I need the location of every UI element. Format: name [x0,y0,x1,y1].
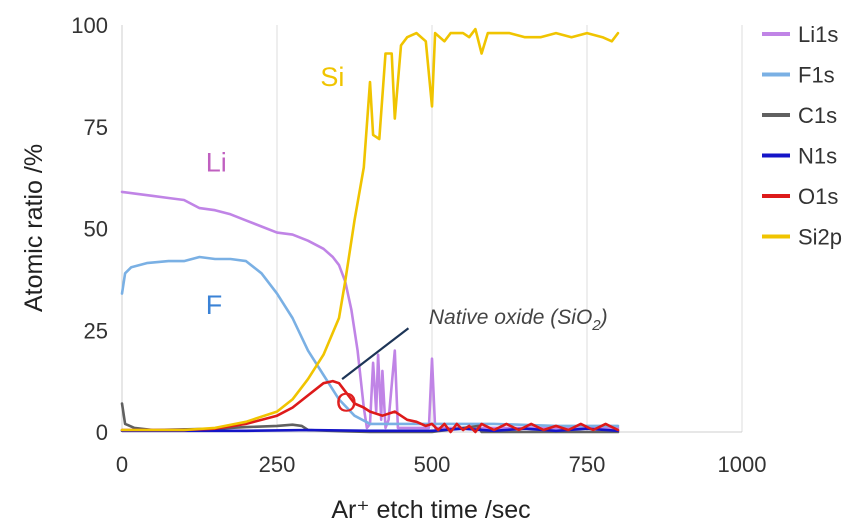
legend-label-li1s: Li1s [798,22,838,47]
annotation-o: O [336,388,357,418]
series-lines [120,27,620,434]
y-tick-label: 0 [96,420,108,445]
axes: 0 250 500 750 1000 0 25 50 75 100 [71,13,766,477]
y-tick-label: 50 [84,217,108,242]
x-tick-label: 1000 [718,452,767,477]
callout-native-oxide: Native oxide (SiO2) [429,306,608,334]
series-line-o1s [120,379,620,434]
annotation-li: Li [206,148,227,178]
x-tick-label: 0 [116,452,128,477]
x-tick-label: 250 [259,452,296,477]
y-tick-label: 100 [71,13,108,38]
annotation-si: Si [320,62,344,92]
legend-label-o1s: O1s [798,184,838,209]
legend: Li1s F1s C1s N1s O1s Si2p [762,22,842,250]
series-line-si2p [120,27,620,432]
legend-label-c1s: C1s [798,103,837,128]
y-axis-title: Atomic ratio /% [20,144,48,312]
legend-label-f1s: F1s [798,63,835,88]
legend-label-n1s: N1s [798,144,837,169]
x-axis-title: Ar⁺ etch time /sec [331,496,530,524]
x-tick-label: 500 [414,452,451,477]
series-line-li1s [120,190,620,430]
y-tick-label: 25 [84,318,108,343]
annotation-f: F [206,290,223,320]
series-line-f1s [120,255,620,428]
y-tick-label: 75 [84,115,108,140]
legend-label-si2p: Si2p [798,225,842,250]
callout-line [341,327,410,380]
annotations: Li F Si O Native oxide (SiO2) [206,62,608,418]
x-tick-label: 750 [569,452,606,477]
